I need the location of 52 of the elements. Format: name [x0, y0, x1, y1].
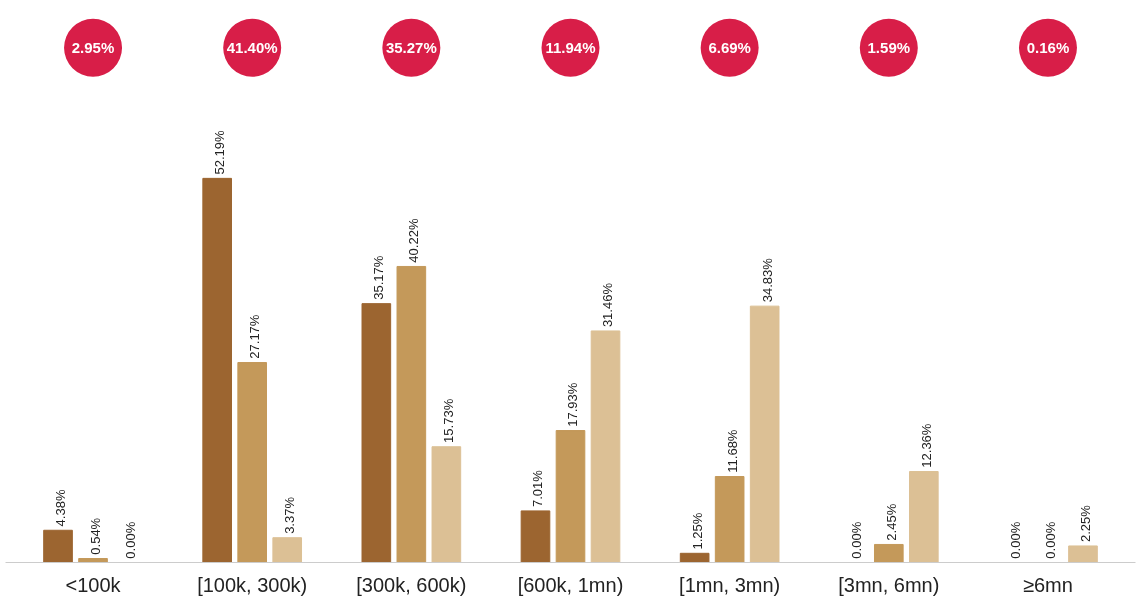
data-label: 2.25% [1077, 504, 1093, 543]
text: 35.27% [385, 39, 437, 57]
data-label: 0.54% [87, 517, 103, 555]
x-tick-label: [300k, 600k) [356, 573, 467, 596]
data-label: 40.22% [406, 218, 422, 263]
bar [714, 476, 745, 563]
data-label: 7.01% [530, 469, 546, 508]
data-label: 52.19% [212, 129, 228, 175]
bar [749, 305, 780, 563]
data-label: 34.83% [759, 257, 775, 303]
data-label: 0.00% [1042, 521, 1058, 559]
text: 41.40% [226, 39, 278, 57]
text: 0.16% [1026, 39, 1070, 57]
bar [202, 177, 232, 563]
data-label: 0.00% [122, 521, 138, 559]
text: 2.95% [71, 39, 115, 57]
bar [361, 303, 392, 563]
data-label: 11.68% [724, 429, 740, 473]
data-label: 3.37% [282, 496, 298, 534]
data-label: 35.17% [371, 255, 387, 300]
bar [590, 330, 621, 563]
bar [555, 430, 586, 563]
bar [873, 543, 904, 563]
bar [272, 537, 303, 563]
bar [1068, 545, 1098, 563]
text: 11.94% [545, 39, 596, 57]
bar [679, 552, 710, 563]
x-tick-label: [600k, 1mn) [517, 573, 624, 596]
bar [43, 529, 73, 563]
data-label: 1.25% [689, 512, 705, 550]
data-label: 0.00% [848, 521, 864, 559]
x-tick-label: [1mn, 3mn) [679, 573, 781, 596]
x-tick-label: <100k [65, 573, 122, 596]
bar [520, 510, 551, 563]
bar [431, 446, 462, 563]
data-label: 31.46% [600, 282, 616, 328]
data-label: 0.00% [1007, 521, 1023, 559]
data-label: 12.36% [918, 423, 934, 468]
text: 6.69% [708, 39, 751, 57]
bar [237, 362, 268, 563]
data-label: 27.17% [247, 314, 263, 359]
x-tick-label: [100k, 300k) [197, 573, 308, 596]
data-label: 15.73% [441, 398, 457, 443]
data-label: 17.93% [565, 382, 581, 427]
x-tick-label: ≥6mn [1023, 573, 1073, 596]
data-label: 2.45% [883, 503, 899, 541]
text: 1.59% [867, 39, 911, 57]
bar [909, 471, 939, 563]
bar [396, 265, 427, 563]
data-label: 4.38% [52, 489, 68, 527]
bar [78, 558, 108, 563]
x-tick-label: [3mn, 6mn) [838, 573, 940, 596]
